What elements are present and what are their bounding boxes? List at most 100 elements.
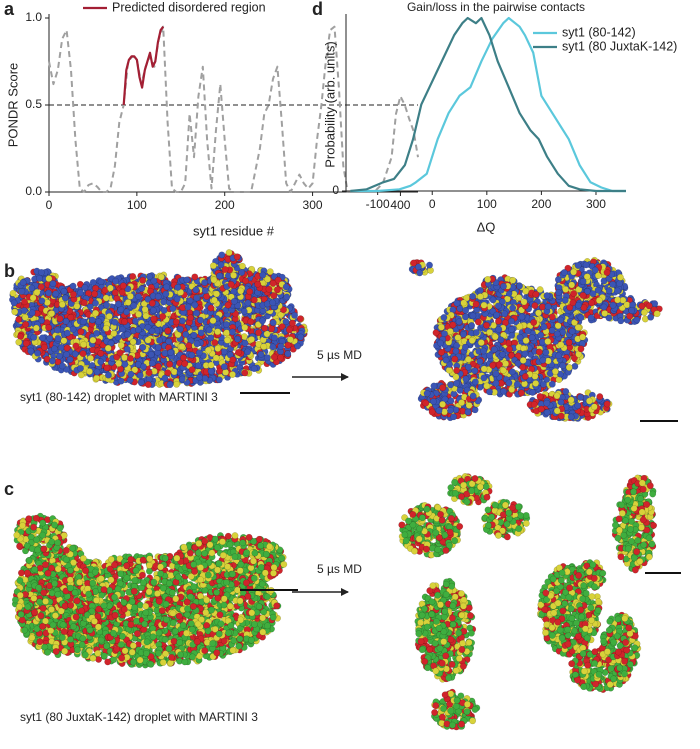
bead bbox=[483, 322, 489, 328]
bead bbox=[242, 324, 248, 330]
bead bbox=[197, 317, 203, 323]
bead bbox=[155, 363, 161, 369]
bead bbox=[465, 364, 471, 370]
bead bbox=[247, 289, 253, 295]
bead bbox=[160, 313, 166, 319]
bead bbox=[175, 284, 181, 290]
bead bbox=[523, 288, 529, 294]
bead bbox=[259, 318, 265, 324]
bead bbox=[509, 369, 515, 375]
bead bbox=[242, 340, 248, 346]
bead bbox=[206, 327, 212, 333]
bead bbox=[210, 263, 216, 269]
bead bbox=[130, 339, 136, 345]
bead bbox=[41, 344, 47, 350]
bead bbox=[549, 314, 555, 320]
bead bbox=[186, 342, 192, 348]
bead bbox=[135, 327, 141, 333]
bead bbox=[192, 274, 198, 280]
bead bbox=[447, 328, 453, 334]
bead bbox=[185, 304, 191, 310]
bead bbox=[517, 334, 523, 340]
bead bbox=[270, 300, 276, 306]
bead bbox=[533, 291, 539, 297]
bead bbox=[502, 361, 508, 367]
bead bbox=[208, 368, 214, 374]
bead bbox=[508, 326, 514, 332]
bead bbox=[222, 266, 228, 272]
bead bbox=[221, 364, 227, 370]
bead bbox=[70, 291, 76, 297]
bead bbox=[210, 317, 216, 323]
bead bbox=[283, 284, 289, 290]
bead bbox=[173, 319, 179, 325]
bead bbox=[94, 375, 100, 381]
bead bbox=[29, 310, 35, 316]
bead bbox=[62, 295, 68, 301]
bead bbox=[224, 337, 230, 343]
bead bbox=[194, 341, 200, 347]
bead bbox=[572, 363, 578, 369]
bead bbox=[16, 316, 22, 322]
bead bbox=[196, 374, 202, 380]
bead bbox=[224, 330, 230, 336]
bead bbox=[22, 321, 28, 327]
bead bbox=[541, 324, 547, 330]
bead bbox=[441, 314, 447, 320]
caption: syt1 (80 JuxtaK-142) droplet with MARTIN… bbox=[20, 710, 258, 724]
bead bbox=[438, 324, 444, 330]
bead bbox=[155, 344, 161, 350]
bead bbox=[222, 369, 228, 375]
bead bbox=[19, 288, 25, 294]
bead bbox=[271, 292, 277, 298]
bead bbox=[158, 274, 164, 280]
bead bbox=[495, 318, 501, 324]
bead bbox=[61, 288, 67, 294]
bead bbox=[177, 326, 183, 332]
bead bbox=[481, 366, 487, 372]
panel-label: d bbox=[312, 0, 323, 19]
bead bbox=[30, 295, 36, 301]
bead bbox=[456, 319, 462, 325]
bead bbox=[516, 283, 522, 289]
bead bbox=[22, 314, 28, 320]
bead bbox=[116, 360, 122, 366]
bead bbox=[121, 354, 127, 360]
bead bbox=[189, 352, 195, 358]
bead bbox=[261, 343, 267, 349]
bead bbox=[535, 310, 541, 316]
bead bbox=[234, 254, 240, 260]
bead bbox=[90, 337, 96, 343]
bead bbox=[148, 351, 154, 357]
bead bbox=[470, 293, 476, 299]
bead bbox=[468, 322, 474, 328]
bead bbox=[523, 337, 529, 343]
bead bbox=[122, 361, 128, 367]
bead bbox=[64, 345, 70, 351]
bead bbox=[244, 349, 250, 355]
bead bbox=[50, 280, 56, 286]
bead bbox=[248, 319, 254, 325]
bead bbox=[261, 325, 267, 331]
bead bbox=[118, 342, 124, 348]
bead bbox=[135, 311, 141, 317]
bead bbox=[536, 349, 542, 355]
bead bbox=[522, 351, 528, 357]
bead bbox=[214, 329, 220, 335]
bead bbox=[28, 348, 34, 354]
bead bbox=[138, 379, 144, 385]
droplet-images bbox=[9, 249, 662, 730]
bead bbox=[496, 326, 502, 332]
bead bbox=[160, 299, 166, 305]
bead bbox=[11, 300, 17, 306]
bead bbox=[149, 328, 155, 334]
bead bbox=[463, 307, 469, 313]
bead bbox=[223, 321, 229, 327]
bead bbox=[163, 291, 169, 297]
bead bbox=[455, 334, 461, 340]
bead bbox=[484, 383, 490, 389]
bead bbox=[480, 348, 486, 354]
bead bbox=[298, 334, 304, 340]
bead bbox=[545, 303, 551, 309]
bead bbox=[549, 381, 555, 387]
